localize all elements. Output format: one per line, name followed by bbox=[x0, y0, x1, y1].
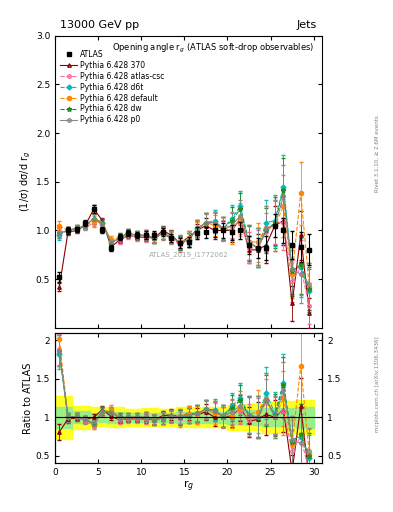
Text: 13000 GeV pp: 13000 GeV pp bbox=[61, 20, 140, 30]
Text: Opening angle r$_g$ (ATLAS soft-drop observables): Opening angle r$_g$ (ATLAS soft-drop obs… bbox=[112, 41, 314, 55]
Text: mcplots.cern.ch [arXiv:1306.3436]: mcplots.cern.ch [arXiv:1306.3436] bbox=[375, 336, 380, 432]
X-axis label: r$_g$: r$_g$ bbox=[183, 479, 194, 494]
Text: Rivet 3.1.10, ≥ 2.6M events: Rivet 3.1.10, ≥ 2.6M events bbox=[375, 115, 380, 192]
Legend: ATLAS, Pythia 6.428 370, Pythia 6.428 atlas-csc, Pythia 6.428 d6t, Pythia 6.428 : ATLAS, Pythia 6.428 370, Pythia 6.428 at… bbox=[59, 49, 166, 126]
Text: Jets: Jets bbox=[297, 20, 317, 30]
Text: ATLAS_2019_I1772062: ATLAS_2019_I1772062 bbox=[149, 251, 228, 258]
Y-axis label: (1/σ) dσ/d r$_g$: (1/σ) dσ/d r$_g$ bbox=[18, 151, 33, 212]
Y-axis label: Ratio to ATLAS: Ratio to ATLAS bbox=[23, 362, 33, 434]
